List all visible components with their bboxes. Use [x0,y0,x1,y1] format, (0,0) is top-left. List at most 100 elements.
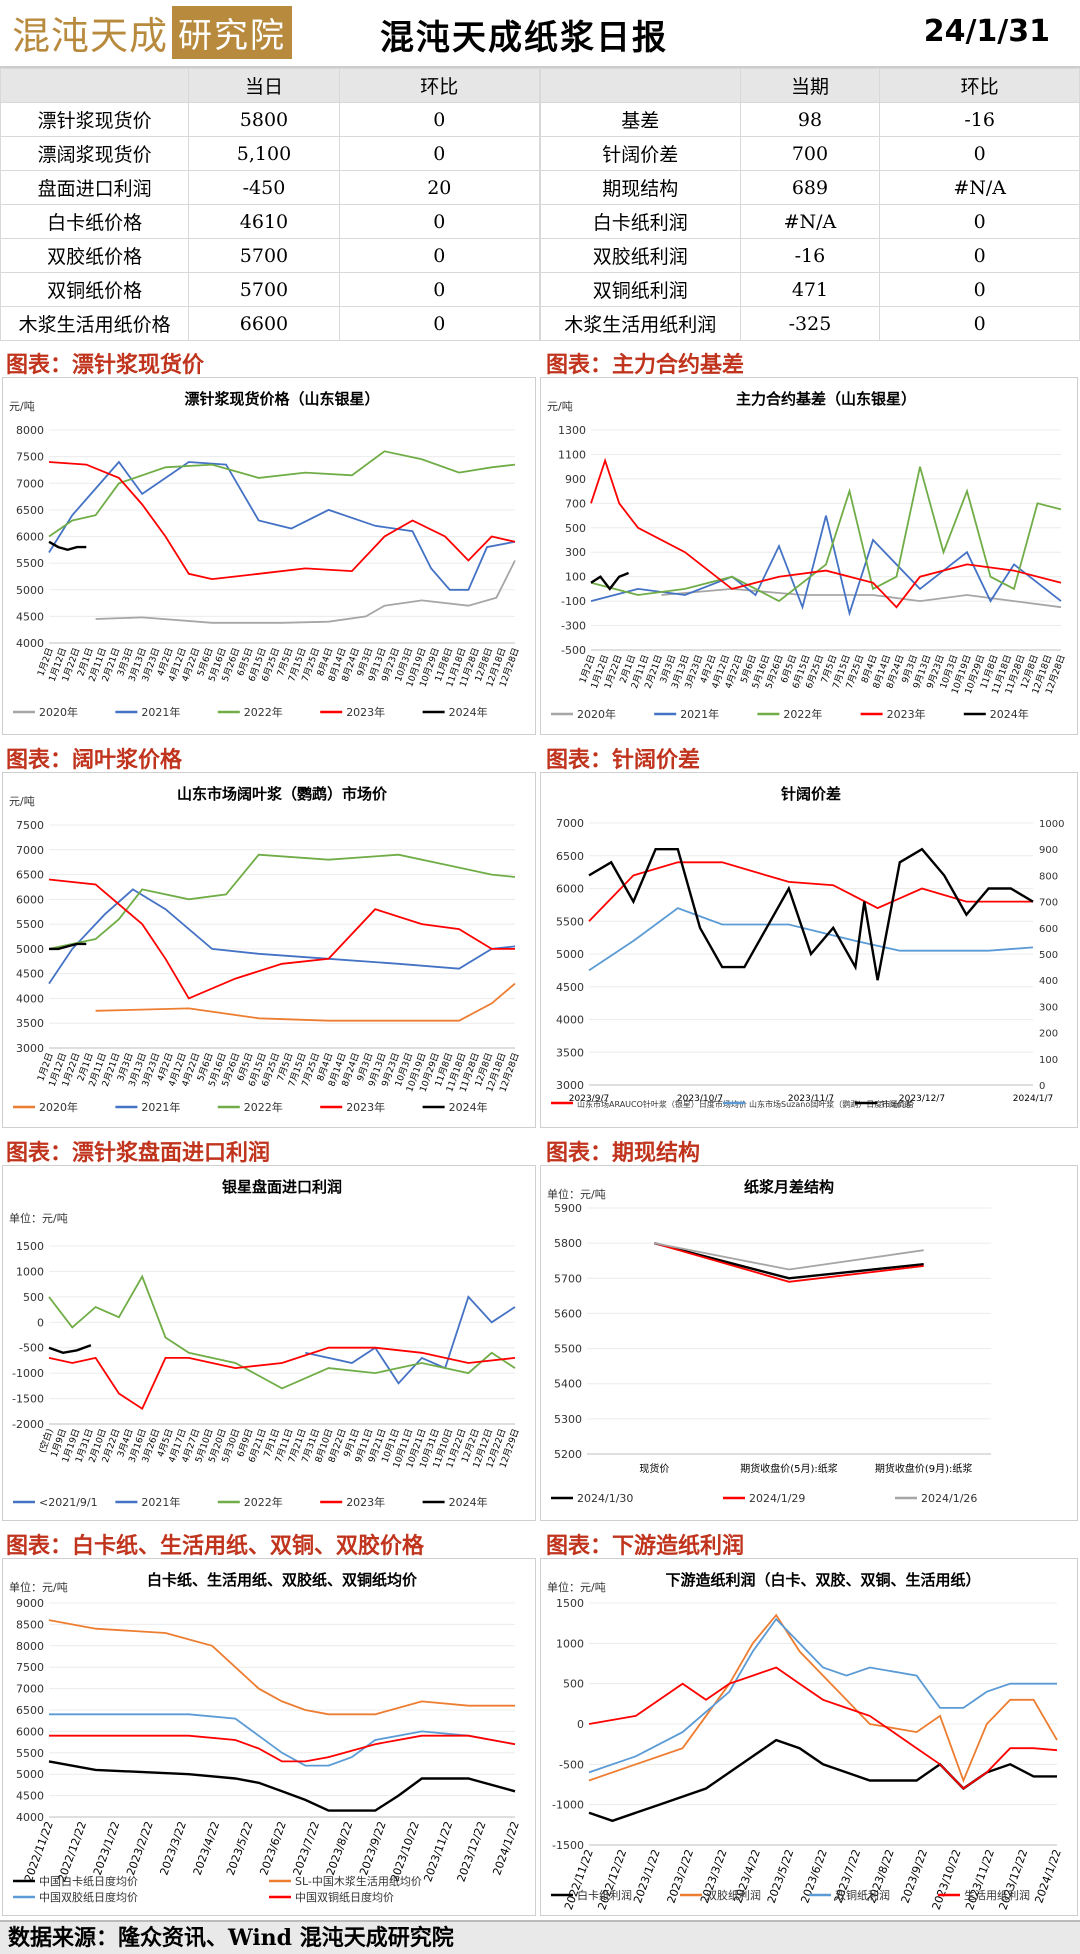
section-title: 图表：期现结构 [546,1140,701,1166]
y-tick-label: 6500 [16,869,44,882]
series-line-1 [305,1295,516,1385]
y-right-tick-label: 800 [1039,871,1058,882]
row-change: 0 [879,204,1080,239]
row-label: 针阔价差 [540,136,741,171]
x-tick-label: 2024/1/22 [1032,1848,1064,1905]
y-tick-label: 6000 [16,531,44,544]
y-tick-label: 5000 [16,1768,44,1781]
chart-panel-softwood-spot: 漂针浆现货价格（山东银星） 元/吨 4000 4500 5000 5500 6000 6500… [2,377,536,735]
row-value: 98 [739,102,881,137]
y-right-tick-label: 0 [1039,1081,1045,1092]
row-change: 0 [338,102,541,137]
row-value: 5700 [188,272,340,307]
x-tick-label: 2022/12/22 [595,1848,629,1912]
row-label: 盘面进口利润 [0,170,190,205]
y-right-tick-label: 900 [1039,845,1058,856]
x-tick-label: 2023/12/22 [455,1820,489,1884]
y-tick-label: 700 [565,497,586,510]
chart-title: 银星盘面进口利润 [222,1178,342,1196]
y-unit-label: 单位：元/吨 [547,1187,606,1201]
legend-label: 中国白卡纸日度均价 [39,1874,138,1888]
y-tick-label: 6000 [556,883,584,896]
y-tick-label: -2000 [12,1418,44,1431]
y-tick-label: 4000 [16,992,44,1005]
y-tick-label: 7500 [16,451,44,464]
x-tick-label: 2022/11/22 [22,1820,56,1884]
y-tick-label: 3500 [556,1046,584,1059]
legend-label: 2024年 [449,1495,488,1509]
legend-label: 中国双胶纸日度均价 [39,1890,138,1904]
row-value: #N/A [739,204,881,239]
y-unit-label: 元/吨 [547,400,573,413]
legend-label: 针阔价差 [881,1099,913,1109]
table-header: 当期 [739,68,881,103]
y-tick-label: 6500 [556,850,584,863]
y-tick-label: 1500 [556,1597,584,1610]
legend-label: 2021年 [680,707,719,721]
y-tick-label: 100 [565,571,586,584]
chart-panel-import-profit: 银星盘面进口利润 单位：元/吨 -2000 -1500 -1000 -500 0 500 100… [2,1165,536,1521]
spot-price-table: 当日 环比 漂针浆现货价 5800 0 漂阔浆现货价 5,100 0 盘面进口利润 -45… [0,68,541,341]
section-title: 图表：下游造纸利润 [546,1533,745,1559]
y-tick-label: -500 [559,1758,584,1771]
row-change: -16 [879,102,1080,137]
x-tick-label: 2023/12/7 [899,1094,945,1104]
series-line-0 [95,982,516,1022]
y-tick-label: 5500 [16,918,44,931]
legend-label: 2024年 [449,1100,488,1114]
x-tick-label: 2024/1/7 [1013,1094,1053,1104]
series-line-1 [588,907,1034,972]
y-unit-label: 单位：元/吨 [547,1580,606,1594]
chart-title: 主力合约基差（山东银星） [736,390,916,408]
x-tick-label: 2022/11/22 [562,1848,596,1912]
series-line-2 [48,853,516,950]
series-line-4 [590,571,630,591]
y-tick-label: 3000 [16,1042,44,1055]
section-title: 图表：白卡纸、生活用纸、双铜、双胶价格 [6,1533,425,1559]
series-line-1 [48,1619,515,1716]
y-tick-label: -100 [561,595,586,608]
y-tick-label: 5000 [556,948,584,961]
legend-label: 中国双铜纸日度均价 [295,1890,394,1904]
legend-label: 2023年 [346,1495,385,1509]
y-right-tick-label: 200 [1039,1029,1058,1040]
series-line-3 [48,1346,516,1411]
table-row: 双铜纸价格 5700 0 [0,272,541,307]
y-tick-label: 1000 [556,1637,584,1650]
x-tick-label: 2023/1/22 [91,1820,123,1877]
x-tick-label: 2023/2/22 [665,1848,697,1905]
x-tick-label: 2023/6/22 [257,1820,289,1877]
row-value: 700 [739,136,881,171]
legend-label: <2021/9/1 [39,1496,98,1509]
row-label: 木浆生活用纸利润 [540,306,741,341]
series-line-0 [48,1760,516,1812]
y-tick-label: 5400 [554,1378,582,1391]
chart-title: 漂针浆现货价格（山东银星） [184,390,379,408]
legend-label: 山东市场Suzano阔叶浆（鹦鹉）日度市场均价 [749,1099,914,1109]
y-tick-label: 1000 [16,1265,44,1278]
series-line-4 [48,1344,92,1355]
report-date: 24/1/31 [923,14,1050,49]
x-tick-label: 2023/2/22 [124,1820,156,1877]
y-tick-label: 7000 [16,1683,44,1696]
table-header [540,68,741,103]
y-tick-label: 5600 [554,1307,582,1320]
y-tick-label: -300 [561,620,586,633]
row-label: 漂阔浆现货价 [0,136,190,171]
y-tick-label: 5500 [554,1343,582,1356]
y-tick-label: 500 [563,1678,584,1691]
y-tick-label: 5200 [554,1448,582,1461]
legend-label: 双胶纸利润 [706,1888,761,1902]
y-tick-label: 5000 [16,943,44,956]
series-line-0 [653,1241,924,1280]
y-tick-label: 500 [565,522,586,535]
chart-title: 针阔价差 [781,785,841,803]
y-tick-label: -500 [19,1342,44,1355]
spread-chart: 针阔价差300035004000450050005500600065007000… [551,785,1064,1109]
y-tick-label: 7500 [16,819,44,832]
y-tick-label: 4500 [16,968,44,981]
x-tick-label: 2023/9/22 [357,1820,389,1877]
